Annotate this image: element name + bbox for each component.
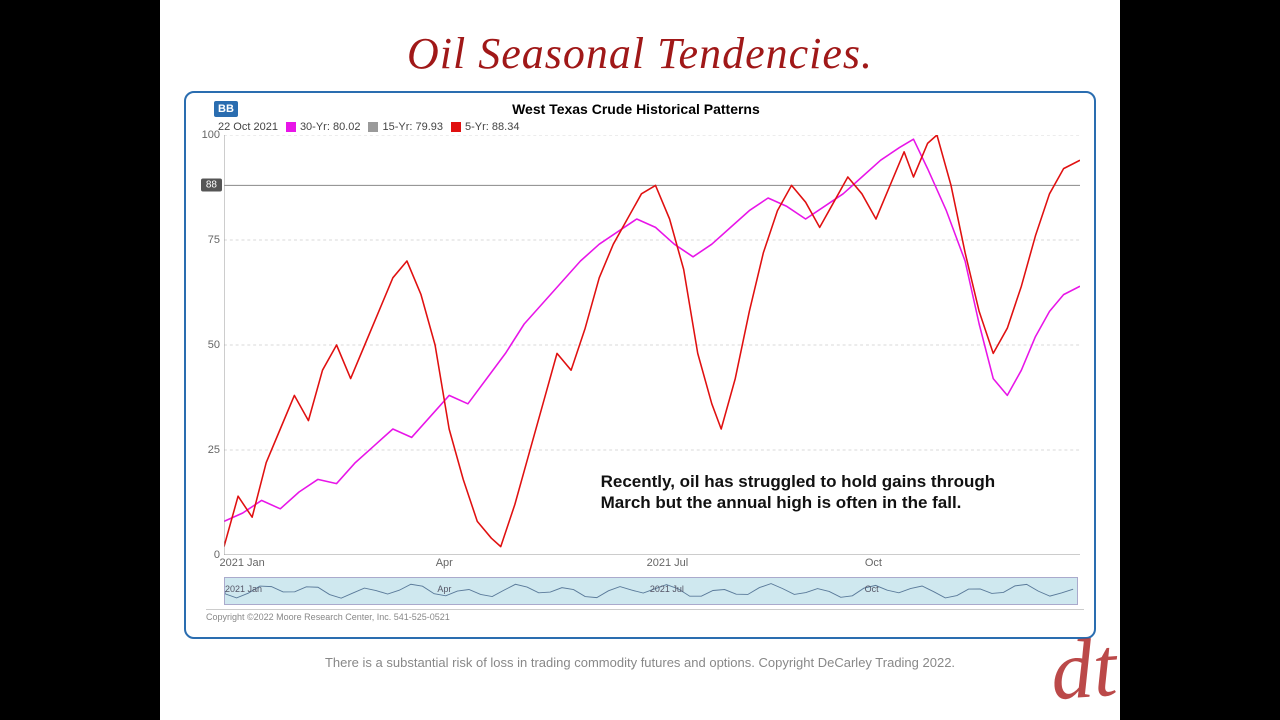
slide: Oil Seasonal Tendencies. BB West Texas C…: [160, 0, 1120, 720]
mini-tick-label: 2021 Jul: [650, 584, 684, 594]
legend-item-15yr: 15-Yr: 79.93: [368, 121, 443, 133]
legend-swatch-5yr: [451, 122, 461, 132]
y-tick-label: 75: [208, 234, 224, 246]
chart-header: BB West Texas Crude Historical Patterns: [196, 101, 1084, 117]
y-tick-label: 100: [202, 129, 224, 141]
slide-footer: There is a substantial risk of loss in t…: [160, 639, 1120, 670]
chart-annotation: Recently, oil has struggled to hold gain…: [601, 471, 995, 514]
y-marker-label: 88: [201, 179, 222, 192]
legend-item-5yr: 5-Yr: 88.34: [451, 121, 519, 133]
mini-timeline: 2021 Jan Apr 2021 Jul Oct: [224, 577, 1078, 605]
legend-label-15yr: 15-Yr: 79.93: [382, 121, 443, 133]
legend-label-30yr: 30-Yr: 80.02: [300, 121, 361, 133]
annotation-line2: March but the annual high is often in th…: [601, 493, 962, 512]
x-tick-label: Oct: [865, 555, 882, 569]
mini-tick-label: Apr: [437, 584, 451, 594]
y-tick-label: 25: [208, 444, 224, 456]
chart-title: West Texas Crude Historical Patterns: [248, 101, 1084, 117]
x-tick-label: Apr: [436, 555, 453, 569]
chart-frame: BB West Texas Crude Historical Patterns …: [184, 91, 1096, 639]
legend-date: 22 Oct 2021: [218, 121, 278, 133]
mini-tick-label: Oct: [865, 584, 879, 594]
legend-item-30yr: 30-Yr: 80.02: [286, 121, 361, 133]
chart-copyright: Copyright ©2022 Moore Research Center, I…: [206, 609, 1084, 622]
legend-swatch-30yr: [286, 122, 296, 132]
mini-tick-label: 2021 Jan: [225, 584, 262, 594]
x-tick-label: 2021 Jan: [219, 555, 264, 569]
y-tick-label: 50: [208, 339, 224, 351]
legend-swatch-15yr: [368, 122, 378, 132]
x-tick-label: 2021 Jul: [647, 555, 689, 569]
bb-badge: BB: [214, 101, 238, 117]
legend-row: 22 Oct 2021 30-Yr: 80.02 15-Yr: 79.93 5-…: [218, 121, 1084, 133]
annotation-line1: Recently, oil has struggled to hold gain…: [601, 472, 995, 491]
legend-label-5yr: 5-Yr: 88.34: [465, 121, 519, 133]
plot-area: Recently, oil has struggled to hold gain…: [224, 135, 1080, 555]
slide-title: Oil Seasonal Tendencies.: [160, 0, 1120, 91]
